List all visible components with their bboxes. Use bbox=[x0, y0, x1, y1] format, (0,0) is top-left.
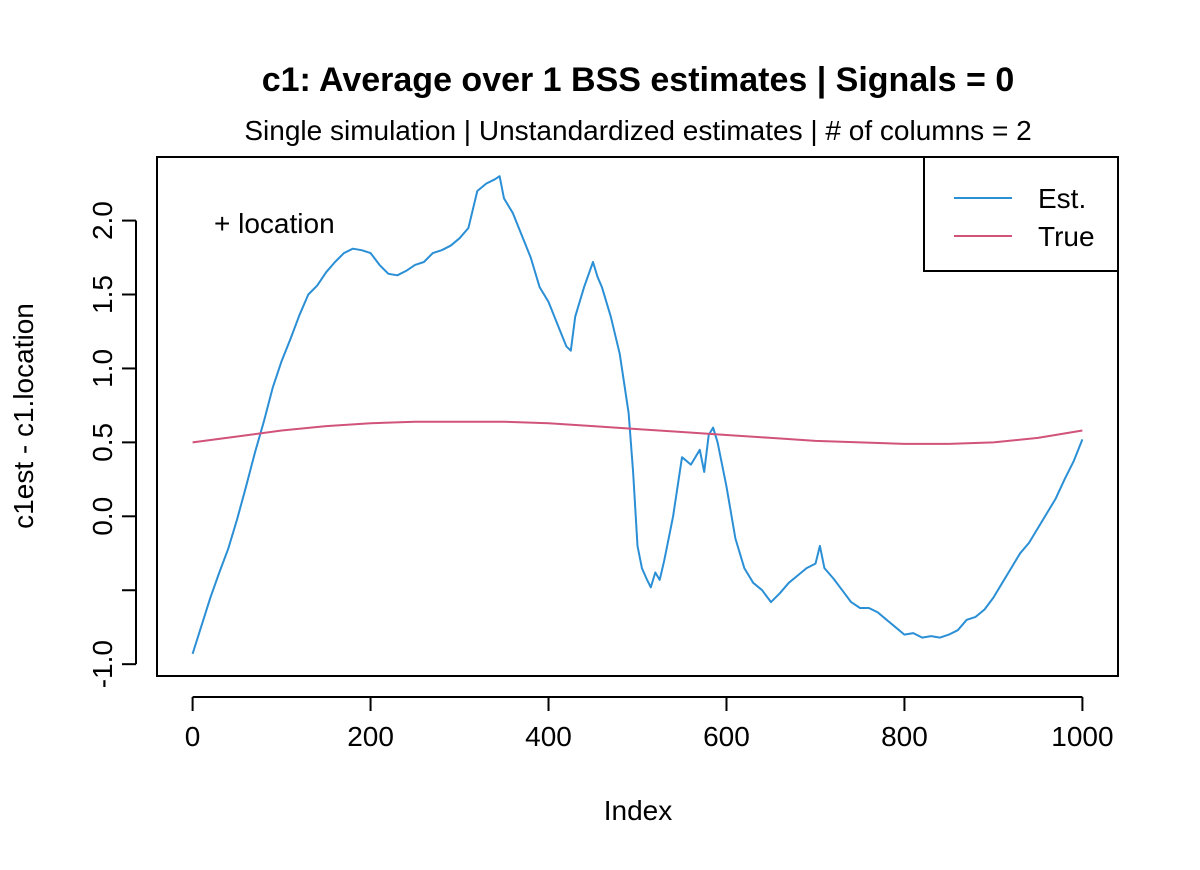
plot-box bbox=[156, 156, 1119, 677]
series-line-est bbox=[191, 175, 1084, 655]
location-annotation: + location bbox=[214, 208, 335, 239]
legend-label-true: True bbox=[1038, 221, 1095, 252]
x-axis-label: Index bbox=[604, 795, 673, 826]
x-tick-label: 200 bbox=[347, 721, 394, 752]
x-tick-label: 0 bbox=[185, 721, 201, 752]
y-axis: -1.0 0.0 0.5 1.0 1.5 2.0 bbox=[87, 201, 137, 688]
x-tick-label: 600 bbox=[703, 721, 750, 752]
legend-label-est: Est. bbox=[1038, 183, 1086, 214]
chart-title: c1: Average over 1 BSS estimates | Signa… bbox=[262, 61, 1015, 99]
y-axis-label: c1est - c1.location bbox=[8, 303, 39, 529]
chart-subtitle: Single simulation | Unstandardized estim… bbox=[244, 115, 1031, 146]
y-tick-label: 0.0 bbox=[87, 497, 118, 536]
series-line-true bbox=[192, 420, 1083, 445]
x-tick-label: 400 bbox=[525, 721, 572, 752]
y-tick-label: 1.5 bbox=[87, 275, 118, 314]
series-layer bbox=[191, 175, 1084, 655]
y-tick-label: -1.0 bbox=[87, 640, 118, 688]
x-axis: 0 200 400 600 800 1000 bbox=[185, 696, 1114, 752]
legend: Est. True bbox=[923, 156, 1119, 272]
y-tick-label: 0.5 bbox=[87, 423, 118, 462]
legend-box bbox=[923, 156, 1119, 272]
y-tick-label: 1.0 bbox=[87, 349, 118, 388]
x-tick-label: 800 bbox=[881, 721, 928, 752]
y-tick-label: 2.0 bbox=[87, 201, 118, 240]
x-tick-label: 1000 bbox=[1051, 721, 1113, 752]
